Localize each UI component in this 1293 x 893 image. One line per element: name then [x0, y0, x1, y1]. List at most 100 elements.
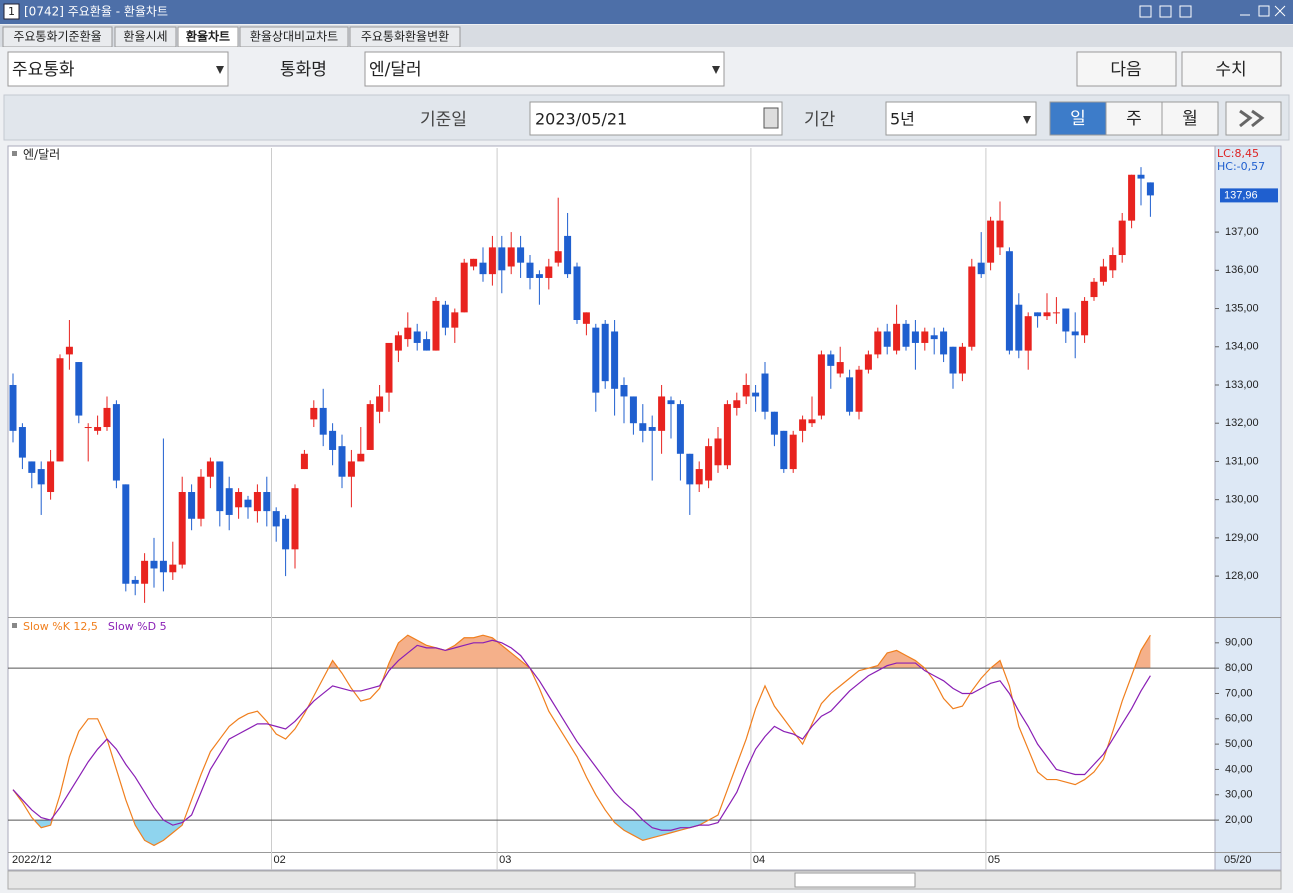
y-tick-label: 135,00	[1225, 302, 1259, 314]
currency-select-value: 엔/달러	[369, 60, 422, 80]
candle-body	[291, 488, 299, 550]
y-tick-label: 90,00	[1225, 637, 1253, 649]
candle-body	[1043, 312, 1051, 317]
candle-body	[18, 427, 26, 458]
candle-body	[253, 492, 261, 512]
candle-body	[413, 331, 421, 343]
candle-body	[1005, 251, 1013, 351]
candle-body	[65, 346, 73, 355]
candle-body	[169, 564, 177, 573]
candle-body	[441, 304, 449, 328]
next-button[interactable]	[1076, 51, 1177, 87]
unit-button[interactable]	[1105, 101, 1163, 136]
period-label: 기간	[804, 110, 836, 130]
candle-body	[1052, 312, 1060, 314]
candle-body	[432, 300, 440, 351]
x-tick-label: 03	[499, 854, 511, 866]
window-title: [0742] 주요환율 - 환율차트	[24, 5, 168, 19]
candle-body	[949, 346, 957, 374]
candle-body	[742, 384, 750, 397]
y-tick-label: 129,00	[1225, 532, 1259, 544]
candle-body	[1137, 174, 1145, 179]
calendar-icon[interactable]	[763, 107, 779, 129]
y-tick-label: 50,00	[1225, 738, 1253, 750]
candle-body	[883, 331, 891, 347]
tab-label: 환율상대비교차트	[250, 30, 338, 44]
annotation: HC:-0,57	[1217, 160, 1265, 173]
candle-body	[808, 419, 816, 424]
candle-body	[94, 427, 102, 431]
value-axis-bg	[1214, 145, 1282, 871]
candle-body	[545, 266, 553, 278]
date-value: 2023/05/21	[535, 110, 627, 129]
candle-body	[864, 354, 872, 370]
group-select[interactable]	[7, 51, 229, 87]
candle-body	[874, 331, 882, 355]
candle-body	[347, 461, 355, 477]
scrollbar[interactable]	[7, 870, 1282, 890]
unit-label: 일	[1070, 109, 1086, 129]
candle-body	[1099, 266, 1107, 282]
candle-body	[1146, 182, 1154, 196]
y-tick-label: 133,00	[1225, 379, 1259, 391]
candle-body	[272, 511, 280, 527]
candle-body	[893, 323, 901, 351]
dropdown-arrow	[216, 66, 224, 74]
y-tick-label: 134,00	[1225, 341, 1259, 353]
y-tick-label: 80,00	[1225, 662, 1253, 674]
badge: 1	[8, 5, 15, 18]
unit-button[interactable]	[1161, 101, 1219, 136]
candle-body	[131, 579, 139, 584]
candle-body	[56, 358, 64, 462]
period-select[interactable]	[885, 101, 1037, 136]
plot-area	[7, 145, 1216, 871]
candle-body	[686, 453, 694, 485]
candle-body	[940, 331, 948, 355]
candle-body	[827, 354, 835, 366]
candle-body	[1109, 255, 1117, 271]
scroll-thumb[interactable]	[794, 872, 916, 888]
date-input[interactable]	[529, 101, 783, 136]
candle-body	[620, 384, 628, 397]
forward-button[interactable]	[1225, 101, 1282, 136]
candle-body	[394, 335, 402, 351]
candle-body	[498, 247, 506, 271]
unit-button[interactable]	[1049, 101, 1107, 136]
candle-body	[1090, 281, 1098, 298]
candle-body	[968, 266, 976, 347]
x-corner-label: 05/20	[1224, 854, 1252, 866]
candle-body	[902, 323, 910, 347]
candle-body	[639, 423, 647, 431]
candle-body	[714, 438, 722, 466]
candle-body	[310, 407, 318, 420]
candle-body	[977, 262, 985, 275]
candle-body	[376, 396, 384, 412]
candle-body	[216, 461, 224, 512]
date-label: 기준일	[420, 110, 467, 130]
candle-body	[1015, 304, 1023, 351]
forward-icon	[1251, 109, 1265, 128]
candle-body	[451, 312, 459, 328]
x-tick-label: 04	[753, 854, 765, 866]
badge-box	[3, 3, 20, 20]
candle-body	[723, 404, 731, 466]
candle-body	[554, 251, 562, 263]
candle-body	[601, 323, 609, 382]
candle-body	[423, 339, 431, 351]
window-controls[interactable]	[1139, 5, 1286, 18]
candle-body	[37, 469, 45, 485]
candle-body	[789, 434, 797, 470]
candle-body	[648, 427, 656, 431]
legend-entry: Slow %D 5	[108, 620, 167, 633]
candle-body	[319, 407, 327, 435]
currency-select[interactable]	[364, 51, 725, 87]
candle-body	[263, 492, 271, 512]
candle-body	[103, 407, 111, 428]
values-button[interactable]	[1181, 51, 1282, 87]
candle-body	[573, 266, 581, 321]
candle-body	[159, 560, 167, 573]
y-tick-label: 40,00	[1225, 763, 1253, 775]
values-button-label: 수치	[1215, 60, 1246, 80]
candle-body	[141, 560, 149, 584]
